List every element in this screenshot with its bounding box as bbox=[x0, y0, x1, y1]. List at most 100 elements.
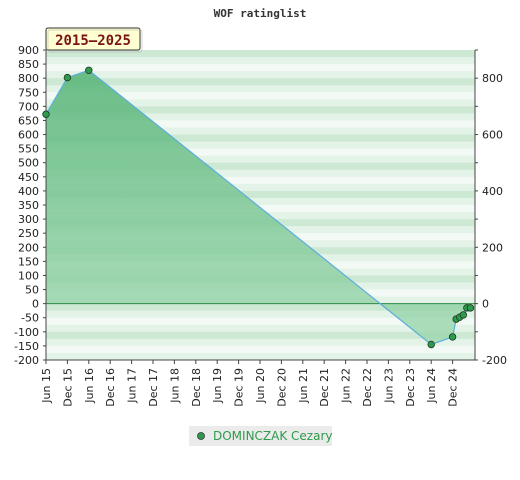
right-tick-label: 600 bbox=[482, 129, 503, 142]
background-band bbox=[46, 57, 475, 65]
background-band bbox=[46, 92, 475, 100]
data-point bbox=[85, 66, 93, 74]
left-tick-label: -50 bbox=[21, 312, 39, 325]
period-badge: 2015–2025 bbox=[45, 27, 143, 53]
x-tick-label: Dec 19 bbox=[233, 368, 246, 407]
background-band bbox=[46, 78, 475, 86]
x-tick-label: Dec 17 bbox=[147, 368, 160, 407]
data-point bbox=[427, 340, 435, 349]
background-band bbox=[46, 183, 475, 192]
x-tick-label: Dec 15 bbox=[61, 368, 74, 407]
background-band bbox=[46, 113, 475, 121]
background-band bbox=[46, 317, 475, 326]
area-layer bbox=[45, 69, 475, 346]
right-tick-label: 200 bbox=[482, 241, 503, 254]
background-band bbox=[46, 50, 475, 58]
left-tick-label: 700 bbox=[18, 100, 39, 113]
x-tick-label: Jun 18 bbox=[168, 368, 181, 404]
x-tick-label: Jun 17 bbox=[126, 368, 139, 404]
data-point bbox=[63, 73, 72, 82]
x-tick-label: Dec 22 bbox=[361, 368, 374, 407]
left-tick-label: 350 bbox=[18, 199, 39, 212]
background-band bbox=[46, 169, 475, 178]
period-badge-label: 2015–2025 bbox=[55, 33, 131, 49]
left-tick-label: 850 bbox=[18, 58, 39, 71]
x-tick-label: Jun 21 bbox=[297, 368, 310, 404]
right-y-axis: 800 600 400 200 0 -200 bbox=[474, 49, 507, 367]
background-band bbox=[46, 99, 475, 107]
left-tick-label: 800 bbox=[18, 72, 39, 85]
x-tick-label: Dec 24 bbox=[447, 368, 460, 407]
left-tick-label: -100 bbox=[14, 326, 39, 339]
series-area bbox=[46, 70, 471, 345]
right-tick-label: 0 bbox=[482, 298, 489, 311]
x-tick-label: Jun 16 bbox=[83, 368, 96, 404]
legend: DOMINCZAK Cezary bbox=[189, 426, 333, 446]
background-band bbox=[46, 64, 475, 72]
background-band bbox=[46, 162, 475, 171]
x-tick-label: Jun 19 bbox=[211, 368, 224, 404]
data-point bbox=[459, 311, 467, 319]
background-band bbox=[46, 310, 475, 319]
left-tick-label: 200 bbox=[18, 241, 39, 254]
data-point bbox=[42, 110, 50, 118]
x-tick-label: Dec 18 bbox=[190, 368, 203, 407]
background-band bbox=[46, 155, 475, 164]
background-band bbox=[46, 331, 475, 340]
left-tick-label: -200 bbox=[14, 354, 39, 367]
right-tick-label: 800 bbox=[482, 72, 503, 85]
background-band bbox=[46, 176, 475, 185]
x-tick-label: Jun 23 bbox=[382, 368, 395, 404]
left-tick-label: 550 bbox=[18, 143, 39, 156]
left-tick-label: 250 bbox=[18, 227, 39, 240]
left-tick-label: -150 bbox=[14, 340, 39, 353]
x-tick-label: Dec 23 bbox=[404, 368, 417, 407]
background-band bbox=[46, 324, 475, 333]
right-tick-label: 400 bbox=[482, 185, 503, 198]
background-band bbox=[46, 141, 475, 150]
data-points bbox=[42, 66, 475, 349]
series-line bbox=[45, 69, 471, 346]
background-band bbox=[46, 338, 475, 347]
x-tick-label: Jun 24 bbox=[425, 368, 438, 404]
background-band bbox=[46, 71, 475, 79]
left-y-axis: 9008508007507006506005505004504003503002… bbox=[14, 44, 47, 367]
left-tick-label: 650 bbox=[18, 114, 39, 127]
background-band bbox=[46, 190, 475, 199]
x-tick-label: Jun 22 bbox=[340, 368, 353, 404]
left-tick-label: 100 bbox=[18, 269, 39, 282]
background-band bbox=[46, 345, 475, 354]
data-point bbox=[466, 304, 475, 312]
left-tick-label: 300 bbox=[18, 213, 39, 226]
data-point bbox=[448, 333, 457, 341]
left-tick-label: 0 bbox=[32, 298, 39, 311]
left-tick-label: 600 bbox=[18, 129, 39, 142]
chart-title: WOF ratinglist bbox=[214, 7, 307, 20]
background-band bbox=[46, 148, 475, 157]
x-tick-label: Dec 16 bbox=[104, 368, 117, 407]
left-tick-label: 450 bbox=[18, 171, 39, 184]
legend-label: DOMINCZAK Cezary bbox=[213, 429, 333, 443]
x-tick-label: Dec 21 bbox=[318, 368, 331, 407]
right-tick-label: -200 bbox=[482, 354, 507, 367]
background-band bbox=[46, 197, 475, 206]
left-tick-label: 400 bbox=[18, 185, 39, 198]
background-band bbox=[46, 134, 475, 143]
x-axis: Jun 15 Dec 15 Jun 16 Dec 16 Jun 17 Dec 17 Jun … bbox=[40, 359, 475, 407]
left-tick-label: 50 bbox=[25, 284, 39, 297]
x-tick-label: Jun 15 bbox=[40, 368, 53, 404]
x-tick-label: Dec 20 bbox=[275, 368, 288, 407]
left-tick-label: 500 bbox=[18, 157, 39, 170]
left-tick-label: 900 bbox=[18, 44, 39, 57]
background-band bbox=[46, 352, 475, 361]
legend-marker bbox=[197, 432, 205, 440]
background-band bbox=[46, 127, 475, 136]
background-band bbox=[46, 303, 475, 312]
background-band bbox=[46, 85, 475, 93]
left-tick-label: 750 bbox=[18, 86, 39, 99]
background-band bbox=[46, 120, 475, 128]
x-tick-label: Jun 20 bbox=[254, 368, 267, 404]
background-band bbox=[46, 106, 475, 114]
left-tick-label: 150 bbox=[18, 255, 39, 268]
